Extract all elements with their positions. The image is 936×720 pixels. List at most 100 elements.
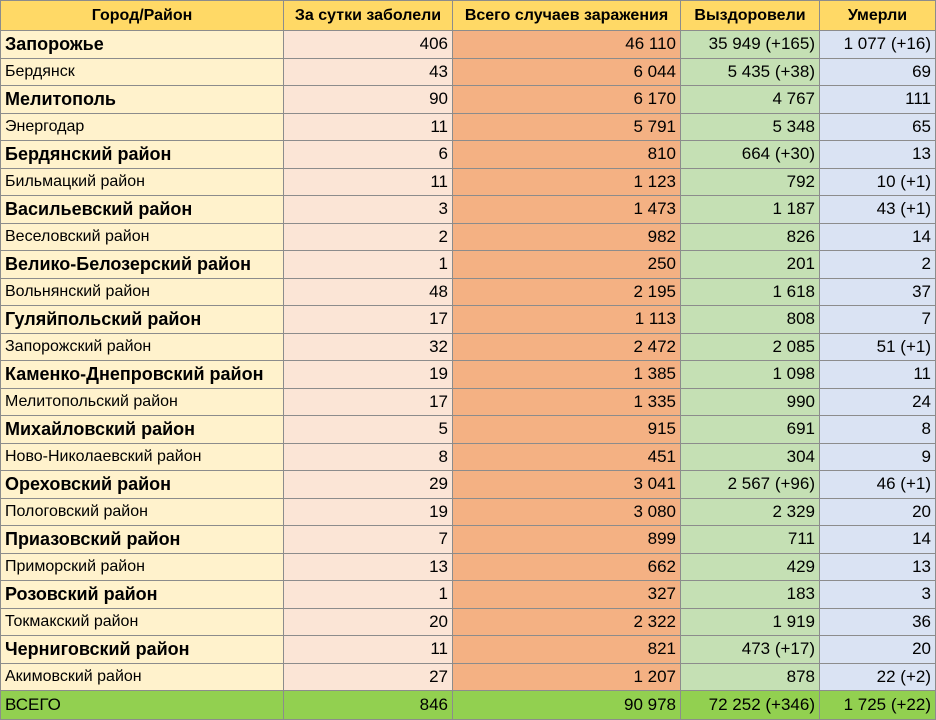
total-cases-cell: 1 113 bbox=[452, 305, 681, 334]
deaths-cell: 14 bbox=[819, 222, 936, 251]
deaths-cell: 46 (+1) bbox=[819, 470, 936, 499]
daily-cases-cell: 48 bbox=[283, 277, 453, 306]
daily-cases-cell: 5 bbox=[283, 415, 453, 444]
table-row: Веселовский район 2 982 826 14 bbox=[0, 222, 936, 251]
header-recovered: Выздоровели bbox=[680, 0, 820, 31]
header-total: Всего случаев заражения bbox=[452, 0, 681, 31]
summary-total-cases-cell: 90 978 bbox=[452, 690, 681, 720]
city-cell: Пологовский район bbox=[0, 497, 284, 526]
daily-cases-cell: 7 bbox=[283, 525, 453, 554]
recovered-cell: 2 329 bbox=[680, 497, 820, 526]
daily-cases-cell: 406 bbox=[283, 30, 453, 59]
daily-cases-cell: 1 bbox=[283, 580, 453, 609]
deaths-cell: 69 bbox=[819, 57, 936, 86]
city-cell: Энергодар bbox=[0, 112, 284, 141]
recovered-cell: 1 618 bbox=[680, 277, 820, 306]
total-cases-cell: 46 110 bbox=[452, 30, 681, 59]
recovered-cell: 183 bbox=[680, 580, 820, 609]
daily-cases-cell: 17 bbox=[283, 387, 453, 416]
table-row: Васильевский район 3 1 473 1 187 43 (+1) bbox=[0, 195, 936, 224]
daily-cases-cell: 1 bbox=[283, 250, 453, 279]
table-row: Приморский район 13 662 429 13 bbox=[0, 552, 936, 581]
summary-deaths-cell: 1 725 (+22) bbox=[819, 690, 936, 720]
recovered-cell: 711 bbox=[680, 525, 820, 554]
daily-cases-cell: 19 bbox=[283, 360, 453, 389]
total-cases-cell: 810 bbox=[452, 140, 681, 169]
deaths-cell: 8 bbox=[819, 415, 936, 444]
summary-daily-cases-cell: 846 bbox=[283, 690, 453, 720]
deaths-cell: 24 bbox=[819, 387, 936, 416]
table-row: Токмакский район 20 2 322 1 919 36 bbox=[0, 607, 936, 636]
table-row: Энергодар 11 5 791 5 348 65 bbox=[0, 112, 936, 141]
city-cell: Велико-Белозерский район bbox=[0, 250, 284, 279]
city-cell: Мелитополь bbox=[0, 85, 284, 114]
city-cell: Бильмацкий район bbox=[0, 167, 284, 196]
deaths-cell: 14 bbox=[819, 525, 936, 554]
summary-recovered-cell: 72 252 (+346) bbox=[680, 690, 820, 720]
table-row: Ново-Николаевский район 8 451 304 9 bbox=[0, 442, 936, 471]
recovered-cell: 473 (+17) bbox=[680, 635, 820, 664]
total-cases-cell: 3 080 bbox=[452, 497, 681, 526]
table-row: Приазовский район 7 899 711 14 bbox=[0, 525, 936, 554]
total-cases-cell: 1 473 bbox=[452, 195, 681, 224]
city-cell: Михайловский район bbox=[0, 415, 284, 444]
table-row: Каменко-Днепровский район 19 1 385 1 098 11 bbox=[0, 360, 936, 389]
city-cell: Бердянский район bbox=[0, 140, 284, 169]
table-row: Пологовский район 19 3 080 2 329 20 bbox=[0, 497, 936, 526]
table-row: Вольнянский район 48 2 195 1 618 37 bbox=[0, 277, 936, 306]
daily-cases-cell: 29 bbox=[283, 470, 453, 499]
recovered-cell: 826 bbox=[680, 222, 820, 251]
recovered-cell: 664 (+30) bbox=[680, 140, 820, 169]
recovered-cell: 201 bbox=[680, 250, 820, 279]
city-cell: Розовский район bbox=[0, 580, 284, 609]
recovered-cell: 990 bbox=[680, 387, 820, 416]
city-cell: Бердянск bbox=[0, 57, 284, 86]
city-cell: Васильевский район bbox=[0, 195, 284, 224]
total-cases-cell: 821 bbox=[452, 635, 681, 664]
daily-cases-cell: 11 bbox=[283, 635, 453, 664]
total-cases-cell: 250 bbox=[452, 250, 681, 279]
recovered-cell: 4 767 bbox=[680, 85, 820, 114]
total-cases-cell: 662 bbox=[452, 552, 681, 581]
deaths-cell: 13 bbox=[819, 140, 936, 169]
total-cases-cell: 5 791 bbox=[452, 112, 681, 141]
city-cell: Запорожский район bbox=[0, 332, 284, 361]
daily-cases-cell: 6 bbox=[283, 140, 453, 169]
city-cell: Веселовский район bbox=[0, 222, 284, 251]
city-cell: Черниговский район bbox=[0, 635, 284, 664]
recovered-cell: 691 bbox=[680, 415, 820, 444]
summary-row: ВСЕГО 846 90 978 72 252 (+346) 1 725 (+22) bbox=[0, 690, 936, 720]
deaths-cell: 3 bbox=[819, 580, 936, 609]
daily-cases-cell: 13 bbox=[283, 552, 453, 581]
total-cases-cell: 2 195 bbox=[452, 277, 681, 306]
deaths-cell: 22 (+2) bbox=[819, 662, 936, 691]
deaths-cell: 65 bbox=[819, 112, 936, 141]
table-row: Розовский район 1 327 183 3 bbox=[0, 580, 936, 609]
recovered-cell: 35 949 (+165) bbox=[680, 30, 820, 59]
city-cell: Акимовский район bbox=[0, 662, 284, 691]
total-cases-cell: 899 bbox=[452, 525, 681, 554]
recovered-cell: 1 098 bbox=[680, 360, 820, 389]
daily-cases-cell: 43 bbox=[283, 57, 453, 86]
summary-city-cell: ВСЕГО bbox=[0, 690, 284, 720]
city-cell: Мелитопольский район bbox=[0, 387, 284, 416]
table-row: Мелитополь 90 6 170 4 767 111 bbox=[0, 85, 936, 114]
city-cell: Приазовский район bbox=[0, 525, 284, 554]
header-city: Город/Район bbox=[0, 0, 284, 31]
deaths-cell: 13 bbox=[819, 552, 936, 581]
deaths-cell: 7 bbox=[819, 305, 936, 334]
city-cell: Каменко-Днепровский район bbox=[0, 360, 284, 389]
table-row: Бердянск 43 6 044 5 435 (+38) 69 bbox=[0, 57, 936, 86]
total-cases-cell: 451 bbox=[452, 442, 681, 471]
recovered-cell: 304 bbox=[680, 442, 820, 471]
daily-cases-cell: 19 bbox=[283, 497, 453, 526]
deaths-cell: 20 bbox=[819, 497, 936, 526]
daily-cases-cell: 90 bbox=[283, 85, 453, 114]
table-row: Мелитопольский район 17 1 335 990 24 bbox=[0, 387, 936, 416]
table-row: Михайловский район 5 915 691 8 bbox=[0, 415, 936, 444]
daily-cases-cell: 32 bbox=[283, 332, 453, 361]
total-cases-cell: 6 170 bbox=[452, 85, 681, 114]
recovered-cell: 5 348 bbox=[680, 112, 820, 141]
city-cell: Вольнянский район bbox=[0, 277, 284, 306]
table-row: Бильмацкий район 11 1 123 792 10 (+1) bbox=[0, 167, 936, 196]
